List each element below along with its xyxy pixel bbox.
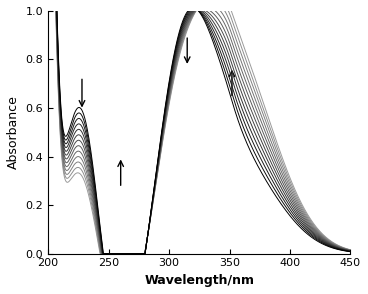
X-axis label: Wavelength/nm: Wavelength/nm [144,274,254,287]
Y-axis label: Absorbance: Absorbance [7,95,20,169]
